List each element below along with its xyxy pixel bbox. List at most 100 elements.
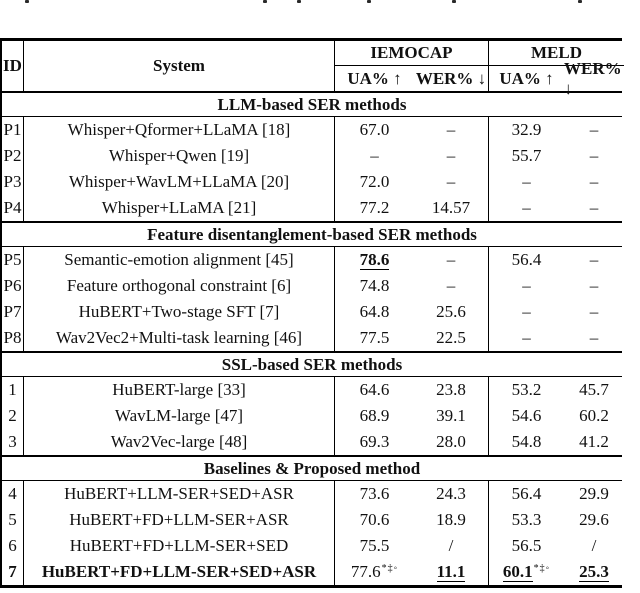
metric-cell: –	[564, 247, 624, 273]
metric-cell: 70.6	[335, 507, 414, 533]
metric-value: 56.5	[511, 536, 542, 555]
system-name: Semantic-emotion alignment [45]	[24, 247, 335, 273]
metric-value: 60.1*‡◦	[502, 562, 551, 582]
metric-cell: 24.3	[414, 481, 489, 507]
section-title: Baselines & Proposed method	[2, 455, 622, 481]
col-header-system: System	[24, 41, 335, 91]
metric-cell: 68.9	[335, 403, 414, 429]
metric-value: 53.3	[511, 510, 542, 529]
metric-value: 28.0	[436, 432, 466, 451]
system-name: HuBERT+FD+LLM-SER+SED+ASR	[24, 559, 335, 585]
metric-cell: 25.6	[414, 299, 489, 325]
system-name: HuBERT+FD+LLM-SER+SED	[24, 533, 335, 559]
table-row: 5 HuBERT+FD+LLM-SER+ASR 70.6 18.9 53.3 29.6	[2, 507, 622, 533]
table-row: P6 Feature orthogonal constraint [6] 74.8 –…	[2, 273, 622, 299]
table-row: 7 HuBERT+FD+LLM-SER+SED+ASR 77.6*‡◦ 11.1 60.…	[2, 559, 622, 585]
system-name: Wav2Vec-large [48]	[24, 429, 335, 455]
metric-value: 77.6*‡◦	[350, 562, 399, 581]
metric-value: 53.2	[511, 380, 542, 399]
metric-cell: 77.2	[335, 195, 414, 221]
metric-cell: 77.6*‡◦	[335, 559, 414, 585]
metric-value: /	[591, 536, 597, 555]
metric-value: 29.9	[579, 484, 609, 503]
system-name: HuBERT-large [33]	[24, 377, 335, 403]
table-row: 2 WavLM-large [47] 68.9 39.1 54.6 60.2	[2, 403, 622, 429]
caption-remnant-mark	[578, 0, 582, 3]
section-title: LLM-based SER methods	[2, 91, 622, 117]
metric-value: –	[370, 146, 379, 165]
metric-cell: 23.8	[414, 377, 489, 403]
system-name: Whisper+LLaMA [21]	[24, 195, 335, 221]
metric-cell: –	[489, 273, 564, 299]
table-row: 1 HuBERT-large [33] 64.6 23.8 53.2 45.7	[2, 377, 622, 403]
metric-cell: 32.9	[489, 117, 564, 143]
metric-value: –	[589, 328, 599, 347]
section-title: Feature disentanglement-based SER method…	[2, 221, 622, 247]
metric-value: 25.3	[579, 562, 609, 582]
metric-value: –	[446, 276, 456, 295]
caption-remnant-mark	[452, 0, 456, 3]
row-id: 5	[2, 507, 24, 533]
metric-cell: –	[564, 325, 624, 351]
metric-cell: 39.1	[414, 403, 489, 429]
metric-value: 45.7	[579, 380, 609, 399]
metric-value: 11.1	[436, 562, 466, 582]
metric-cell: 77.5	[335, 325, 414, 351]
metric-cell: 60.2	[564, 403, 624, 429]
metric-value: 64.6	[359, 380, 390, 399]
metric-value: –	[589, 198, 599, 217]
metric-value: 29.6	[579, 510, 609, 529]
row-id: P6	[2, 273, 24, 299]
col-header-meld-ua: UA% ↑	[499, 68, 554, 88]
col-header-iemocap-ua: UA% ↑	[347, 68, 402, 88]
table-row: 3 Wav2Vec-large [48] 69.3 28.0 54.8 41.2	[2, 429, 622, 455]
caption-remnant-mark	[25, 0, 29, 3]
system-name: Whisper+Qwen [19]	[24, 143, 335, 169]
system-name: Feature orthogonal constraint [6]	[24, 273, 335, 299]
metric-cell: 11.1	[414, 559, 489, 585]
metric-cell: 41.2	[564, 429, 624, 455]
metric-cell: –	[564, 117, 624, 143]
system-name: WavLM-large [47]	[24, 403, 335, 429]
metric-value: 70.6	[359, 510, 390, 529]
metric-cell: 64.8	[335, 299, 414, 325]
metric-cell: 67.0	[335, 117, 414, 143]
metric-value: –	[446, 250, 456, 269]
metric-cell: 69.3	[335, 429, 414, 455]
metric-cell: 78.6	[335, 247, 414, 273]
row-id: 1	[2, 377, 24, 403]
row-id: P4	[2, 195, 24, 221]
metric-value: –	[446, 172, 456, 191]
metric-value: –	[589, 120, 599, 139]
metric-cell: –	[414, 117, 489, 143]
metric-cell: 14.57	[414, 195, 489, 221]
metric-value: 77.2	[359, 198, 390, 217]
caption-remnant-mark	[297, 0, 301, 3]
metric-cell: 28.0	[414, 429, 489, 455]
metric-value: –	[446, 120, 456, 139]
metric-value: –	[522, 328, 531, 347]
metric-cell: –	[489, 299, 564, 325]
metric-value: –	[589, 250, 599, 269]
metric-cell: 74.8	[335, 273, 414, 299]
metric-cell: 53.2	[489, 377, 564, 403]
system-name: HuBERT+LLM-SER+SED+ASR	[24, 481, 335, 507]
metric-cell: –	[489, 195, 564, 221]
table-row: P1 Whisper+Qformer+LLaMA [18] 67.0 – 32.9 –	[2, 117, 622, 143]
metric-value: 39.1	[436, 406, 466, 425]
metric-cell: 29.6	[564, 507, 624, 533]
metric-cell: 29.9	[564, 481, 624, 507]
caption-remnant-mark	[263, 0, 267, 3]
metric-cell: 73.6	[335, 481, 414, 507]
metric-cell: 54.8	[489, 429, 564, 455]
metric-value: 23.8	[436, 380, 466, 399]
metric-value: 73.6	[359, 484, 390, 503]
col-group-iemocap: IEMOCAP	[335, 41, 489, 66]
metric-value: /	[448, 536, 454, 555]
caption-remnant-mark	[367, 0, 371, 3]
metric-cell: 54.6	[489, 403, 564, 429]
col-header-id: ID	[2, 41, 24, 91]
system-name: Whisper+Qformer+LLaMA [18]	[24, 117, 335, 143]
metric-value: –	[446, 146, 456, 165]
row-id: P5	[2, 247, 24, 273]
